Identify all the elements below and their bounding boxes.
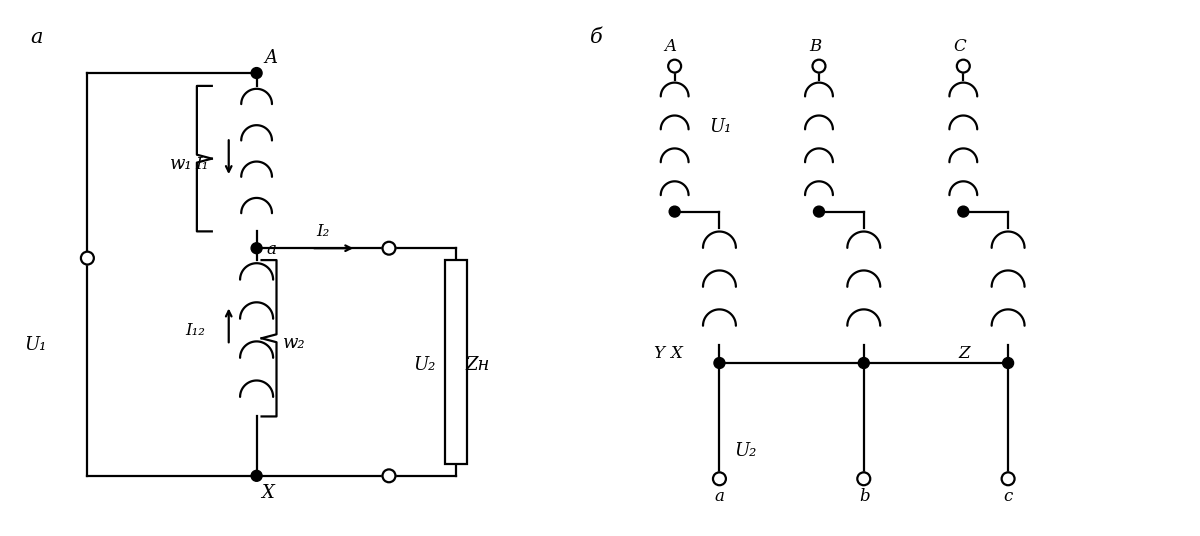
Text: w₂: w₂ [283, 334, 306, 352]
Circle shape [956, 59, 970, 72]
Text: X: X [262, 483, 275, 502]
Text: X: X [670, 345, 682, 362]
Text: Y: Y [653, 345, 664, 362]
Circle shape [383, 242, 396, 255]
Text: I₂: I₂ [317, 224, 330, 240]
Circle shape [714, 358, 725, 368]
Text: a: a [714, 488, 725, 504]
Circle shape [251, 243, 262, 254]
Text: c: c [1003, 488, 1013, 504]
Text: a: a [31, 28, 43, 47]
Circle shape [1003, 358, 1014, 368]
Circle shape [857, 472, 870, 485]
Circle shape [958, 206, 968, 217]
Circle shape [1002, 472, 1014, 485]
Circle shape [383, 470, 396, 482]
Text: B: B [809, 38, 821, 55]
Text: w₁: w₁ [170, 154, 193, 173]
Circle shape [80, 252, 94, 265]
Text: Z: Z [959, 345, 970, 362]
Text: a: a [266, 241, 276, 258]
Circle shape [670, 206, 680, 217]
Circle shape [713, 472, 726, 485]
Circle shape [668, 59, 682, 72]
Text: б: б [590, 28, 602, 47]
Text: I₁₂: I₁₂ [185, 322, 205, 339]
Text: U₂: U₂ [734, 442, 757, 460]
Text: A: A [264, 49, 277, 67]
Circle shape [858, 358, 869, 368]
Bar [445, 260, 467, 464]
Text: C: C [953, 38, 966, 55]
Text: A: A [665, 38, 677, 55]
Circle shape [814, 206, 824, 217]
Text: U₁: U₁ [25, 336, 47, 354]
Text: U₁: U₁ [709, 118, 732, 137]
Text: I₁: I₁ [194, 156, 208, 173]
Circle shape [812, 59, 826, 72]
Text: Zн: Zн [466, 356, 490, 374]
Circle shape [251, 471, 262, 481]
Text: U₂: U₂ [413, 356, 436, 374]
Circle shape [251, 68, 262, 78]
Text: b: b [859, 488, 870, 504]
